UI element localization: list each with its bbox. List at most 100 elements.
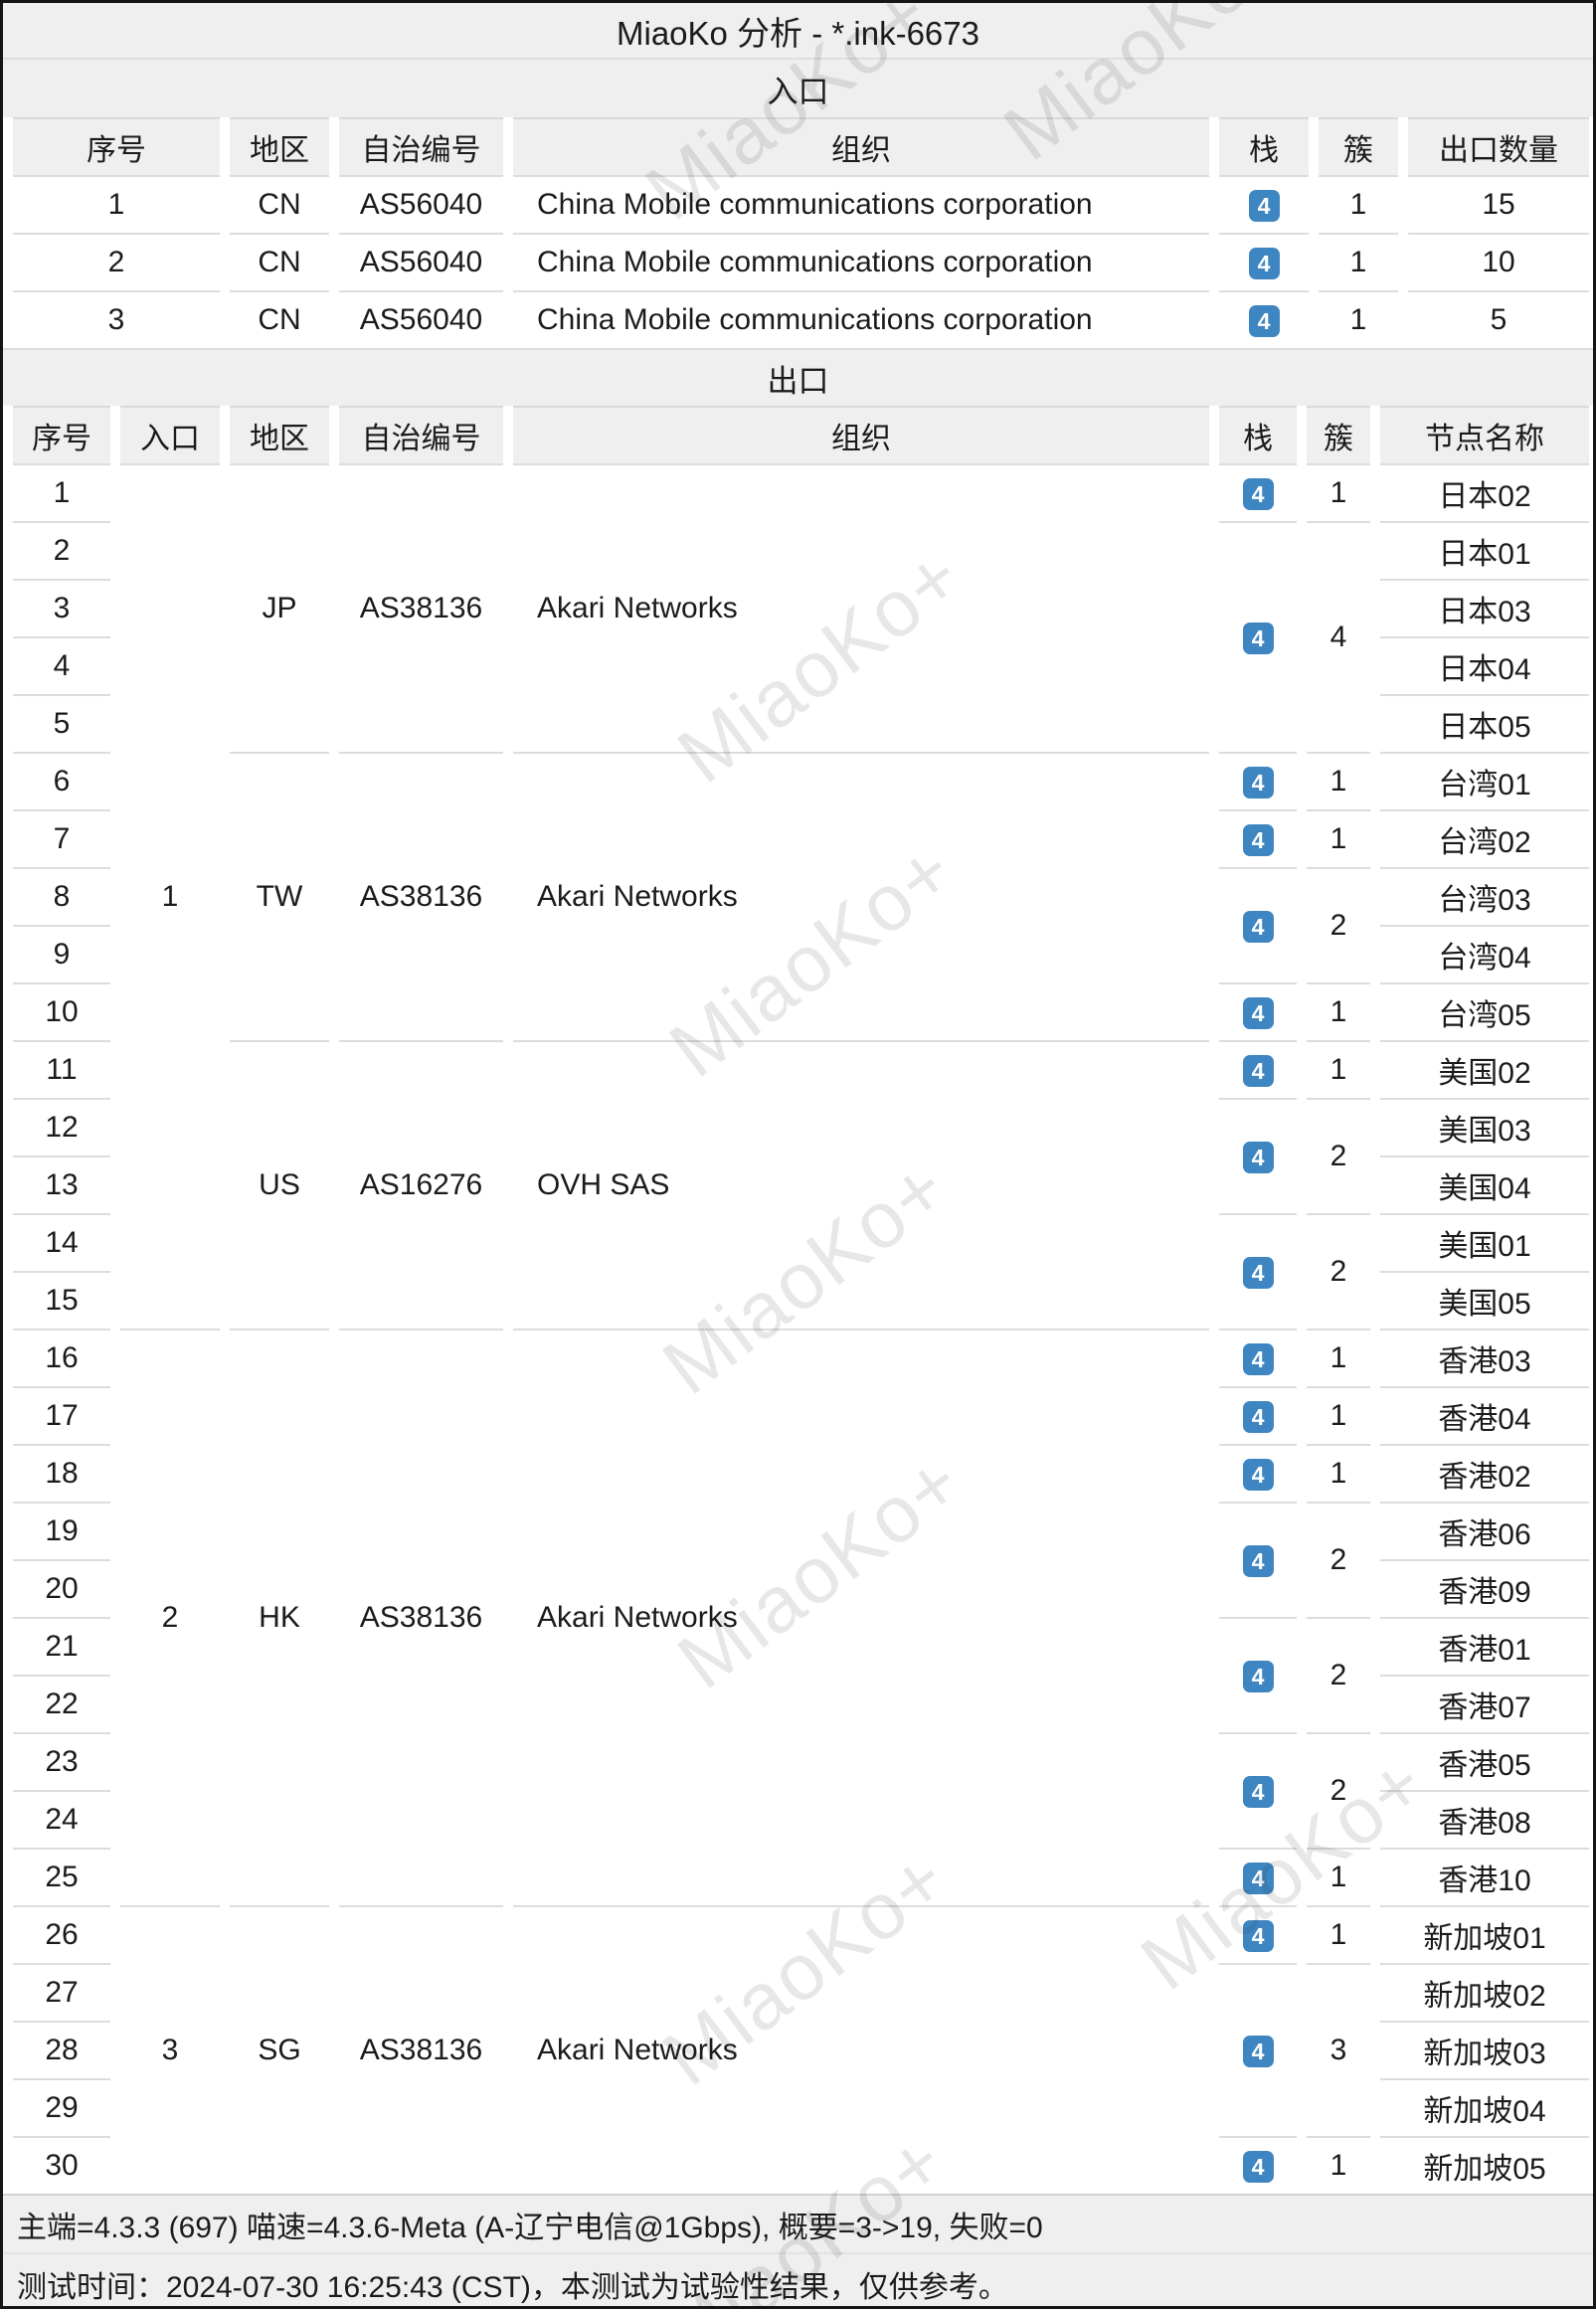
stack-cell: 4 [1219,982,1297,1040]
seq-cell: 13 [13,1155,110,1213]
cluster-cell: 1 [1307,1329,1370,1386]
header-row: 序号 入口 地区 自治编号 组织栈簇节点名称 [13,406,1589,463]
asn-cell: AS56040 [339,290,503,348]
seq-cell: 8 [13,867,110,925]
stack-cell: 4 [1219,2136,1297,2194]
seq-cell: 1 [13,463,110,521]
cluster-cell: 1 [1307,752,1370,809]
stack-cell: 4 [1219,1329,1297,1386]
asn-cell: AS38136 [339,1905,503,2194]
column-header-7: 簇 [1307,406,1370,463]
node-name-cell: 日本05 [1380,694,1589,752]
node-name-cell: 日本04 [1380,636,1589,694]
stack-badge: 4 [1242,1545,1274,1577]
exit-row: 24 香港08 [13,1790,1589,1848]
entrance-section-heading: 入口 [3,60,1593,117]
node-name-cell: 新加坡01 [1380,1905,1589,1963]
exit-row: 16 2 HK AS38136 Akari Networks 4 1 香港03 [13,1329,1589,1634]
cluster-cell: 1 [1307,1386,1370,1444]
seq-cell: 26 [13,1905,110,1963]
cluster-cell: 2 [1307,1617,1370,1732]
seq-cell: 14 [13,1213,110,1271]
entrance-row: 1 CN AS56040 China Mobile communications co… [13,175,1589,233]
exit-row: 8 4 2 台湾03 [13,867,1589,943]
stack-cell: 4 [1219,752,1297,809]
node-name-cell: 香港03 [1380,1329,1589,1386]
node-name-cell: 台湾05 [1380,982,1589,1040]
column-header-4: 自治编号 [339,406,503,463]
column-header-8: 节点名称 [1380,406,1589,463]
exit-row: 19 4 2 香港06 [13,1502,1589,1577]
node-name-cell: 美国01 [1380,1213,1589,1271]
exit-row: 18 4 1 香港02 [13,1444,1589,1502]
exit-section-heading: 出口 [3,348,1593,406]
node-name-cell: 台湾04 [1380,925,1589,982]
exit-row: 6 TW AS38136 Akari Networks 4 1 台湾01 [13,752,1589,913]
node-name-cell: 台湾03 [1380,867,1589,925]
cluster-cell: 1 [1307,809,1370,867]
seq-cell: 10 [13,982,110,1040]
stack-cell: 4 [1219,1848,1297,1905]
stack-cell: 4 [1219,1040,1297,1098]
column-header-2: 入口 [120,406,220,463]
column-header-6: 栈 [1219,406,1297,463]
entrance-row: 3 CN AS56040 China Mobile communications co… [13,290,1589,348]
stack-badge: 4 [1242,1863,1274,1894]
seq-cell: 23 [13,1732,110,1790]
cluster-cell: 1 [1307,2136,1370,2194]
cluster-cell: 1 [1307,982,1370,1040]
asn-cell: AS16276 [339,1040,503,1329]
exit-row: 4 日本04 [13,636,1589,694]
seq-cell: 22 [13,1675,110,1732]
cluster-cell: 2 [1307,1502,1370,1617]
exit-row: 12 4 2 美国03 [13,1098,1589,1173]
exit-row: 11 US AS16276 OVH SAS 4 1 美国02 [13,1040,1589,1201]
stack-badge: 4 [1242,997,1274,1029]
node-name-cell: 香港06 [1380,1502,1589,1559]
page-title: MiaoKo 分析 - *.ink-6673 [3,3,1593,60]
org-cell: Akari Networks [513,463,1209,752]
node-name-cell: 新加坡03 [1380,2021,1589,2078]
entrance-cell: 3 [120,1905,220,2194]
column-header-3: 地区 [230,406,329,463]
stack-badge: 4 [1242,1920,1274,1952]
org-cell: China Mobile communications corporation [513,233,1209,290]
exit-row: 9 台湾04 [13,925,1589,982]
seq-cell: 29 [13,2078,110,2136]
exit-row: 22 香港07 [13,1675,1589,1732]
seq-cell: 2 [13,521,110,579]
seq-cell: 7 [13,809,110,867]
exit-row: 29 新加坡04 [13,2078,1589,2136]
org-cell: Akari Networks [513,1329,1209,1905]
exit-row: 1 1 JP AS38136 Akari Networks 4 1 日本02 [13,463,1589,913]
cluster-cell: 1 [1307,1905,1370,1963]
seq-cell: 19 [13,1502,110,1559]
exit-row: 3 日本03 [13,579,1589,636]
cluster-cell: 4 [1307,521,1370,752]
stack-badge: 4 [1242,478,1274,510]
seq-cell: 4 [13,636,110,694]
node-name-cell: 香港01 [1380,1617,1589,1675]
seq-cell: 11 [13,1040,110,1098]
exit-row: 25 4 1 香港10 [13,1848,1589,1905]
stack-cell: 4 [1219,521,1297,752]
exit-row: 26 3 SG AS38136 Akari Networks 4 1 新加坡01 [13,1905,1589,2066]
exit-row: 20 香港09 [13,1559,1589,1617]
stack-cell: 4 [1219,1213,1297,1329]
region-cell: CN [230,290,329,348]
node-name-cell: 日本01 [1380,521,1589,579]
column-header-5: 栈 [1219,117,1309,175]
exit-row: 23 4 2 香港05 [13,1732,1589,1808]
column-header-1: 序号 [13,406,110,463]
seq-cell: 3 [13,290,220,348]
stack-cell: 4 [1219,463,1297,521]
column-header-4: 组织 [513,117,1209,175]
node-name-cell: 新加坡05 [1380,2136,1589,2194]
stack-badge: 4 [1242,911,1274,943]
exit-row: 30 4 1 新加坡05 [13,2136,1589,2194]
node-name-cell: 日本02 [1380,463,1589,521]
header-row: 序号 地区 自治编号 组织栈簇出口数量 [13,117,1589,175]
column-header-1: 序号 [13,117,220,175]
cluster-cell: 1 [1319,175,1398,233]
